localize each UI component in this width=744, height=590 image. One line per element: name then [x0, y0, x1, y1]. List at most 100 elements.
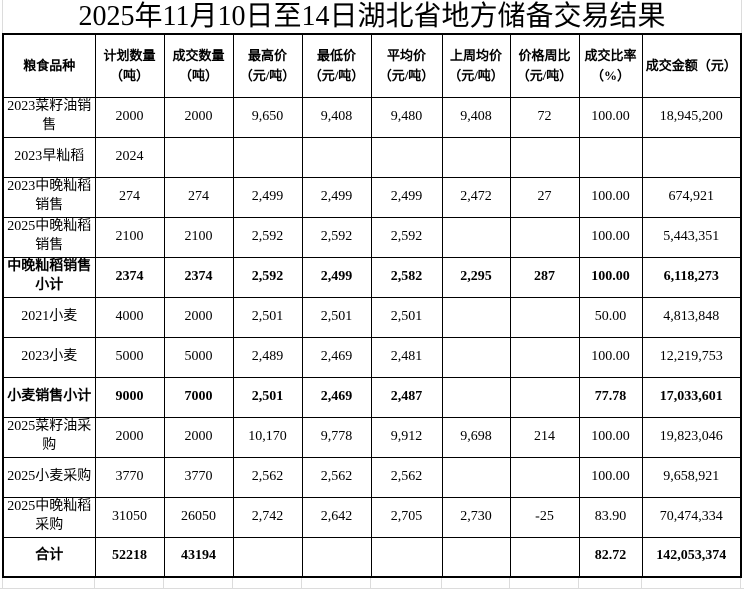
- cell-plan: 4000: [94, 296, 165, 338]
- cell-wow_change: [509, 536, 580, 578]
- cell-avg: 2,487: [370, 376, 443, 418]
- cell-variety: 2021小麦: [2, 296, 96, 338]
- cell-wow_change: 214: [509, 416, 580, 458]
- spreadsheet-gridline: [94, 578, 95, 588]
- cell-variety: 中晚籼稻销售小计: [2, 256, 96, 298]
- cell-wow_change: 27: [509, 176, 580, 218]
- cell-deal: [163, 136, 234, 178]
- cell-amount: 12,219,753: [641, 336, 742, 378]
- column-header-3: 最高价 （元/吨）: [232, 33, 303, 98]
- table-body: 2023菜籽油销售 2000 2000 9,650 9,408 9,480 9,408 72 1…: [2, 96, 742, 578]
- cell-plan: 2000: [94, 416, 165, 458]
- cell-variety: 2023中晚籼稻销售: [2, 176, 96, 218]
- cell-wow_change: [509, 336, 580, 378]
- table-row: 2025中晚籼稻采购 31050 26050 2,742 2,642 2,705 2,730…: [2, 496, 742, 538]
- cell-plan: 5000: [94, 336, 165, 378]
- cell-avg: [370, 136, 443, 178]
- cell-wow_change: -25: [509, 496, 580, 538]
- cell-last_week_avg: [441, 336, 511, 378]
- cell-variety: 2025中晚籼稻采购: [2, 496, 96, 538]
- cell-last_week_avg: 9,408: [441, 96, 511, 138]
- column-header-9: 成交金额（元）: [641, 33, 742, 98]
- cell-deal: 2000: [163, 96, 234, 138]
- cell-deal: 2000: [163, 296, 234, 338]
- cell-high: [232, 136, 303, 178]
- cell-variety: 2025菜籽油采购: [2, 416, 96, 458]
- cell-plan: 31050: [94, 496, 165, 538]
- spreadsheet-gridline: [509, 578, 510, 588]
- cell-deal_ratio: 100.00: [578, 176, 643, 218]
- table-row: 小麦销售小计 9000 7000 2,501 2,469 2,487 77.78 17,033…: [2, 376, 742, 418]
- cell-wow_change: 72: [509, 96, 580, 138]
- page-title: 2025年11月10日至14日湖北省地方储备交易结果: [78, 1, 666, 32]
- spreadsheet-gridline: [741, 0, 742, 33]
- column-header-7: 价格周比 （元/吨）: [509, 33, 580, 98]
- cell-plan: 2024: [94, 136, 165, 178]
- cell-deal: 3770: [163, 456, 234, 498]
- table-row: 2023中晚籼稻销售 274 274 2,499 2,499 2,499 2,472 27 10…: [2, 176, 742, 218]
- column-header-5: 平均价 （元/吨）: [370, 33, 443, 98]
- cell-high: 2,501: [232, 376, 303, 418]
- cell-deal: 43194: [163, 536, 234, 578]
- cell-low: 2,469: [301, 376, 372, 418]
- cell-last_week_avg: [441, 136, 511, 178]
- cell-high: 2,489: [232, 336, 303, 378]
- cell-avg: 9,912: [370, 416, 443, 458]
- cell-avg: 2,582: [370, 256, 443, 298]
- table-row: 2021小麦 4000 2000 2,501 2,501 2,501 50.00 4,813,…: [2, 296, 742, 338]
- cell-deal_ratio: 100.00: [578, 256, 643, 298]
- cell-avg: 2,562: [370, 456, 443, 498]
- column-header-6: 上周均价 （元/吨）: [441, 33, 511, 98]
- cell-avg: 2,705: [370, 496, 443, 538]
- cell-last_week_avg: 2,472: [441, 176, 511, 218]
- column-header-2: 成交数量 （吨）: [163, 33, 234, 98]
- cell-amount: 70,474,334: [641, 496, 742, 538]
- cell-wow_change: [509, 136, 580, 178]
- cell-amount: 19,823,046: [641, 416, 742, 458]
- spreadsheet-gridline: [578, 578, 579, 588]
- spreadsheet-gridline: [2, 0, 3, 33]
- cell-deal: 274: [163, 176, 234, 218]
- spreadsheet-gridline: [641, 578, 642, 588]
- cell-deal_ratio: 100.00: [578, 96, 643, 138]
- results-table: 粮食品种 计划数量 （吨） 成交数量 （吨） 最高价 （元/吨） 最低价 （元/吨） 平均…: [2, 33, 742, 578]
- column-header-4: 最低价 （元/吨）: [301, 33, 372, 98]
- cell-avg: 9,480: [370, 96, 443, 138]
- cell-amount: 4,813,848: [641, 296, 742, 338]
- cell-deal: 7000: [163, 376, 234, 418]
- cell-plan: 274: [94, 176, 165, 218]
- table-row: 2025小麦采购 3770 3770 2,562 2,562 2,562 100.00 9,6…: [2, 456, 742, 498]
- table-row: 中晚籼稻销售小计 2374 2374 2,592 2,499 2,582 2,295 287 1…: [2, 256, 742, 298]
- spreadsheet-gridline: [740, 578, 741, 588]
- cell-deal_ratio: 82.72: [578, 536, 643, 578]
- spreadsheet-gridline: [163, 578, 164, 588]
- cell-high: 10,170: [232, 416, 303, 458]
- cell-high: 9,650: [232, 96, 303, 138]
- cell-variety: 2023菜籽油销售: [2, 96, 96, 138]
- cell-deal_ratio: 50.00: [578, 296, 643, 338]
- cell-plan: 52218: [94, 536, 165, 578]
- cell-high: 2,499: [232, 176, 303, 218]
- cell-amount: 9,658,921: [641, 456, 742, 498]
- column-header-8: 成交比率 （%）: [578, 33, 643, 98]
- cell-deal: 26050: [163, 496, 234, 538]
- cell-variety: 小麦销售小计: [2, 376, 96, 418]
- cell-amount: 18,945,200: [641, 96, 742, 138]
- cell-deal: 2000: [163, 416, 234, 458]
- cell-deal_ratio: 100.00: [578, 336, 643, 378]
- cell-high: [232, 536, 303, 578]
- cell-high: 2,562: [232, 456, 303, 498]
- cell-variety: 2025中晚籼稻销售: [2, 216, 96, 258]
- spreadsheet-gridline: [2, 578, 3, 588]
- cell-wow_change: [509, 296, 580, 338]
- cell-avg: 2,481: [370, 336, 443, 378]
- cell-low: 9,408: [301, 96, 372, 138]
- cell-plan: 2100: [94, 216, 165, 258]
- cell-deal_ratio: 83.90: [578, 496, 643, 538]
- cell-last_week_avg: [441, 456, 511, 498]
- header-row: 粮食品种 计划数量 （吨） 成交数量 （吨） 最高价 （元/吨） 最低价 （元/吨） 平均…: [2, 33, 742, 98]
- cell-wow_change: [509, 376, 580, 418]
- cell-amount: 142,053,374: [641, 536, 742, 578]
- column-header-0: 粮食品种: [2, 33, 96, 98]
- cell-amount: 674,921: [641, 176, 742, 218]
